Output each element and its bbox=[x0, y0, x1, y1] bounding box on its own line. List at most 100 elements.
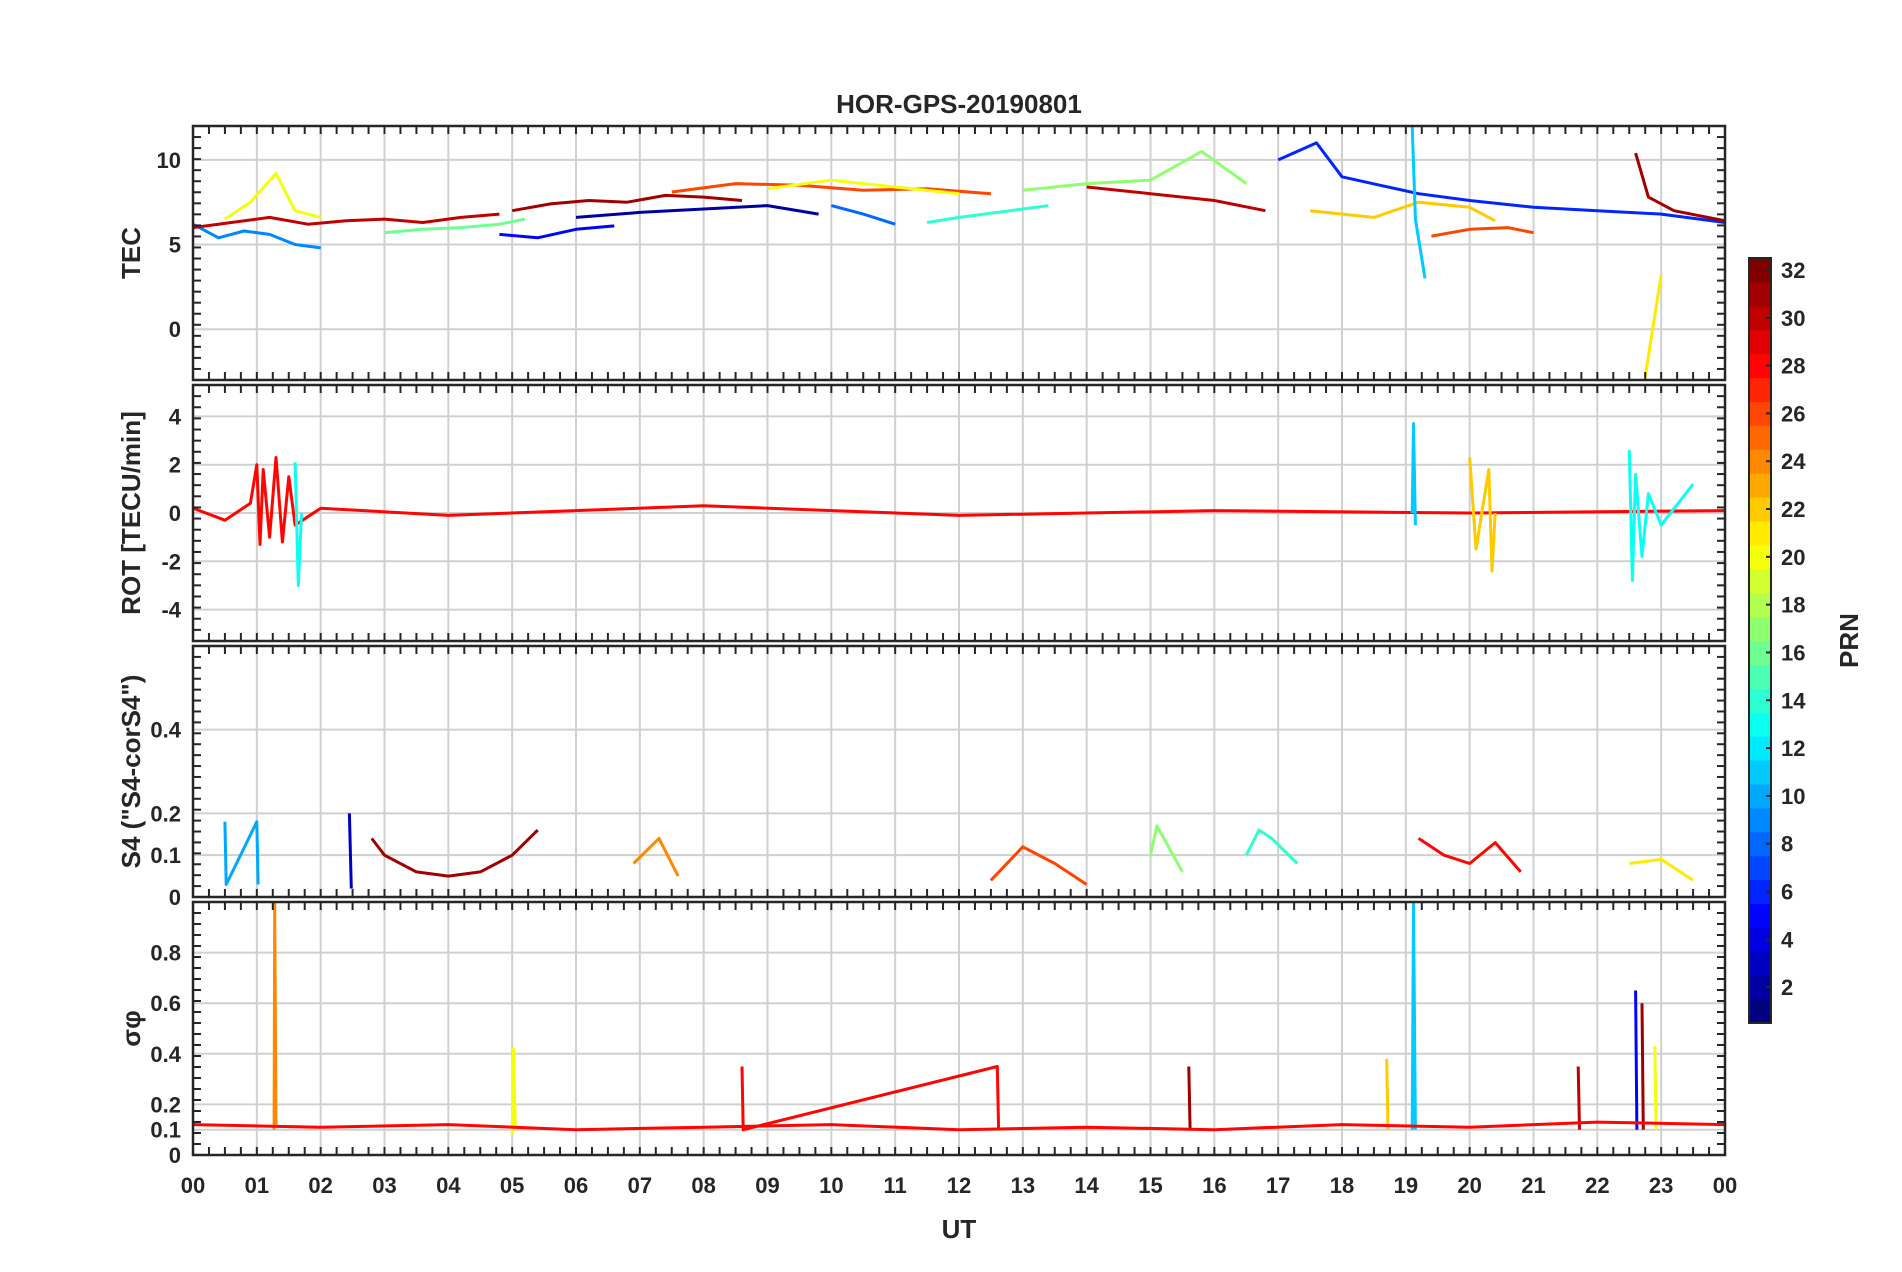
x-tick-label: 02 bbox=[308, 1173, 332, 1198]
series-prn-14-6 bbox=[1244, 828, 1299, 865]
series-group bbox=[223, 813, 1694, 889]
x-tick-label: 07 bbox=[628, 1173, 652, 1198]
series-prn-5-7 bbox=[1634, 990, 1639, 1130]
series-prn-26-7 bbox=[671, 182, 992, 196]
colorbar-level bbox=[1749, 664, 1771, 689]
panel-1: 0 5 10 TEC bbox=[116, 124, 1727, 382]
colorbar-level bbox=[1749, 353, 1771, 379]
series-prn-17-5 bbox=[1149, 824, 1184, 873]
x-tick-label: 11 bbox=[884, 1173, 907, 1198]
panel-frame bbox=[191, 900, 1727, 1157]
colorbar-level bbox=[1749, 281, 1771, 307]
colorbar-tick-label: 10 bbox=[1781, 784, 1805, 809]
x-tick-label: 12 bbox=[947, 1173, 971, 1198]
series-prn-21-8 bbox=[1629, 857, 1694, 882]
colorbar-tick-label: 32 bbox=[1781, 258, 1805, 283]
x-axis-label: UT bbox=[942, 1214, 977, 1244]
series-prn-13-4 bbox=[1627, 450, 1695, 583]
x-tick-label: 04 bbox=[436, 1173, 461, 1198]
series-prn-28-10 bbox=[193, 1120, 1725, 1132]
series-prn-6-13 bbox=[1277, 141, 1725, 224]
colorbar-level bbox=[1749, 616, 1771, 642]
x-tick-label: 09 bbox=[755, 1173, 779, 1198]
series-prn-31-5 bbox=[511, 193, 743, 213]
y-tick-label: 0.1 bbox=[150, 1118, 181, 1143]
series-prn-28-2 bbox=[740, 1065, 1001, 1132]
series-prn-31-2 bbox=[370, 829, 539, 878]
series-prn-30-12 bbox=[1086, 185, 1266, 213]
colorbar-level bbox=[1749, 473, 1771, 498]
x-tick-label: 00 bbox=[181, 1173, 205, 1198]
colorbar-level bbox=[1749, 401, 1771, 426]
series-prn-31-3 bbox=[1187, 1066, 1192, 1130]
series-group bbox=[193, 422, 1725, 587]
series-prn-28-7 bbox=[1417, 837, 1522, 873]
panel-3: 0 0.1 0.2 0.4S4 ("S4-corS4") bbox=[116, 644, 1727, 910]
x-tick-label: 17 bbox=[1266, 1173, 1290, 1198]
series-prn-2-6 bbox=[575, 204, 819, 219]
colorbar-tick-label: 4 bbox=[1781, 927, 1794, 952]
colorbar-level bbox=[1749, 568, 1771, 594]
series-prn-20-9 bbox=[1653, 1046, 1658, 1130]
x-tick-label: 08 bbox=[691, 1173, 715, 1198]
colorbar-level bbox=[1749, 688, 1771, 713]
x-tick-label: 13 bbox=[1011, 1173, 1035, 1198]
x-tick-label: 23 bbox=[1649, 1173, 1673, 1198]
colorbar-level bbox=[1749, 951, 1771, 976]
colorbar-frame bbox=[1748, 257, 1772, 1024]
panel-frame bbox=[191, 124, 1727, 382]
series-prn-11-15 bbox=[1410, 126, 1427, 279]
series-prn-30-2 bbox=[193, 212, 500, 230]
colorbar-tick-label: 12 bbox=[1781, 736, 1805, 761]
y-tick-label: 0.4 bbox=[150, 718, 181, 743]
colorbar-level bbox=[1749, 879, 1771, 905]
series-prn-5-4 bbox=[499, 224, 615, 240]
y-tick-label: 0 bbox=[169, 1143, 181, 1168]
x-tick-label: 16 bbox=[1202, 1173, 1226, 1198]
x-tick-label: 10 bbox=[819, 1173, 843, 1198]
colorbar-tick-label: 30 bbox=[1781, 306, 1805, 331]
colorbar-tick-label: 2 bbox=[1781, 975, 1793, 1000]
series-prn-24-3 bbox=[632, 836, 680, 877]
x-tick-label: 22 bbox=[1585, 1173, 1609, 1198]
x-tick-labels: 00 01 02 03 04 05 06 07 08 09 10 11 12 13 14 15 16 17 18 19… bbox=[181, 1173, 1737, 1198]
colorbar-level bbox=[1749, 999, 1771, 1024]
colorbar-level bbox=[1749, 520, 1771, 546]
colorbar-level bbox=[1749, 927, 1771, 952]
colorbar-tick-label: 22 bbox=[1781, 497, 1805, 522]
colorbar-tick-label: 6 bbox=[1781, 880, 1793, 905]
y-tick-label: 0 bbox=[169, 317, 181, 342]
colorbar-level bbox=[1749, 736, 1771, 761]
colorbar-level bbox=[1749, 855, 1771, 881]
series-prn-11-5 bbox=[1410, 902, 1417, 1130]
y-tick-label: -4 bbox=[161, 598, 181, 623]
colorbar-label: PRN bbox=[1834, 613, 1864, 668]
panel-frame bbox=[191, 644, 1727, 899]
series-prn-26-4 bbox=[989, 845, 1088, 886]
y-tick-label: 0.2 bbox=[150, 1092, 181, 1117]
y-tick-label: 5 bbox=[169, 233, 181, 258]
y-axis-label: σφ bbox=[116, 1010, 146, 1046]
colorbar-level bbox=[1749, 831, 1771, 857]
x-tick-label: 15 bbox=[1138, 1173, 1162, 1198]
series-group bbox=[193, 902, 1725, 1135]
panel-4: 00.10.2 0.4 0.6 0.8 σφ bbox=[116, 900, 1727, 1168]
colorbar-tick-label: 24 bbox=[1781, 449, 1806, 474]
series-prn-31-8 bbox=[1640, 1003, 1645, 1130]
x-tick-label: 06 bbox=[564, 1173, 588, 1198]
series-prn-20-1 bbox=[510, 1047, 517, 1135]
x-tick-label: 14 bbox=[1074, 1173, 1099, 1198]
series-group bbox=[193, 126, 1725, 377]
series-prn-22-3 bbox=[1468, 457, 1497, 573]
colorbar-tick-label: 28 bbox=[1781, 354, 1805, 379]
colorbar-tick-label: 26 bbox=[1781, 401, 1805, 426]
series-prn-22-4 bbox=[1385, 1058, 1390, 1130]
y-tick-label: 0.8 bbox=[150, 941, 181, 966]
y-tick-label: 4 bbox=[169, 404, 182, 429]
series-prn-21-18 bbox=[1643, 274, 1663, 377]
colorbar-level bbox=[1749, 497, 1771, 522]
series-prn-20-1 bbox=[224, 171, 322, 221]
x-tick-label: 20 bbox=[1457, 1173, 1481, 1198]
